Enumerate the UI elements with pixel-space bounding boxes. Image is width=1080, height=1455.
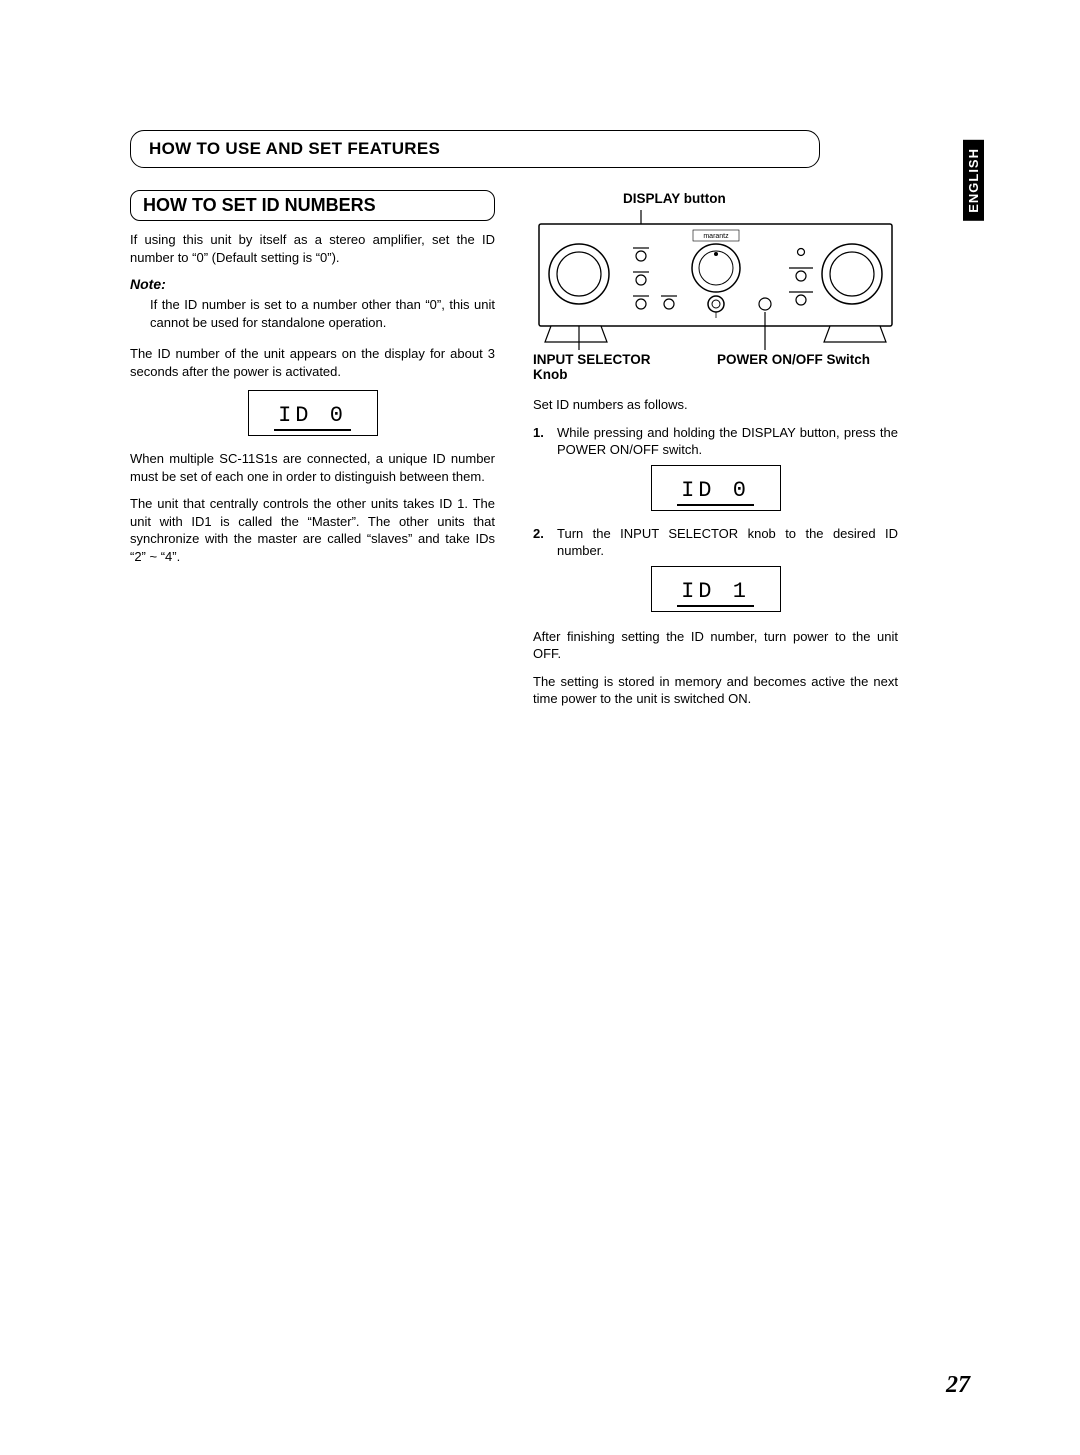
lcd-display-2: ID 0 xyxy=(651,465,781,511)
intro-text: If using this unit by itself as a stereo… xyxy=(130,231,495,266)
step-2: 2. Turn the INPUT SELECTOR knob to the d… xyxy=(533,525,898,560)
lcd-display-1: ID 0 xyxy=(248,390,378,436)
callout-power: POWER ON/OFF Switch xyxy=(717,352,870,382)
section-heading: HOW TO SET ID NUMBERS xyxy=(143,195,482,216)
lcd-text-1: ID 0 xyxy=(274,405,351,431)
step-1: 1. While pressing and holding the DISPLA… xyxy=(533,424,898,459)
brand-text: marantz xyxy=(703,233,729,240)
feature-heading: HOW TO USE AND SET FEATURES xyxy=(149,139,801,159)
right-column: DISPLAY button xyxy=(533,190,898,718)
finish-1: After finishing setting the ID number, t… xyxy=(533,628,898,663)
finish-2: The setting is stored in memory and beco… xyxy=(533,673,898,708)
after-note-text: The ID number of the unit appears on the… xyxy=(130,345,495,380)
callout-display: DISPLAY button xyxy=(623,191,726,206)
note-label: Note: xyxy=(130,276,495,292)
lcd-display-3: ID 1 xyxy=(651,566,781,612)
set-follows: Set ID numbers as follows. xyxy=(533,396,898,414)
callouts-bottom: INPUT SELECTOR Knob POWER ON/OFF Switch xyxy=(533,352,898,382)
steps-list: 1. While pressing and holding the DISPLA… xyxy=(533,424,898,459)
amplifier-icon: marantz xyxy=(533,210,898,350)
device-diagram: marantz xyxy=(533,210,898,350)
step-1-text: While pressing and holding the DISPLAY b… xyxy=(557,424,898,459)
language-tab: ENGLISH xyxy=(963,140,984,221)
left-column: HOW TO SET ID NUMBERS If using this unit… xyxy=(130,190,495,718)
multi-text-2: The unit that centrally controls the oth… xyxy=(130,495,495,565)
steps-list-2: 2. Turn the INPUT SELECTOR knob to the d… xyxy=(533,525,898,560)
step-2-num: 2. xyxy=(533,525,549,560)
page: ENGLISH HOW TO USE AND SET FEATURES HOW … xyxy=(0,0,1080,1455)
content-columns: HOW TO SET ID NUMBERS If using this unit… xyxy=(130,190,980,718)
callout-top: DISPLAY button xyxy=(623,190,898,208)
step-1-num: 1. xyxy=(533,424,549,459)
section-heading-box: HOW TO SET ID NUMBERS xyxy=(130,190,495,221)
note-body: If the ID number is set to a number othe… xyxy=(150,296,495,331)
multi-text-1: When multiple SC-11S1s are connected, a … xyxy=(130,450,495,485)
feature-heading-box: HOW TO USE AND SET FEATURES xyxy=(130,130,820,168)
lcd-text-2: ID 0 xyxy=(677,480,754,506)
step-2-text: Turn the INPUT SELECTOR knob to the desi… xyxy=(557,525,898,560)
lcd-text-3: ID 1 xyxy=(677,581,754,607)
callout-selector: INPUT SELECTOR Knob xyxy=(533,352,683,382)
page-number: 27 xyxy=(946,1372,970,1399)
